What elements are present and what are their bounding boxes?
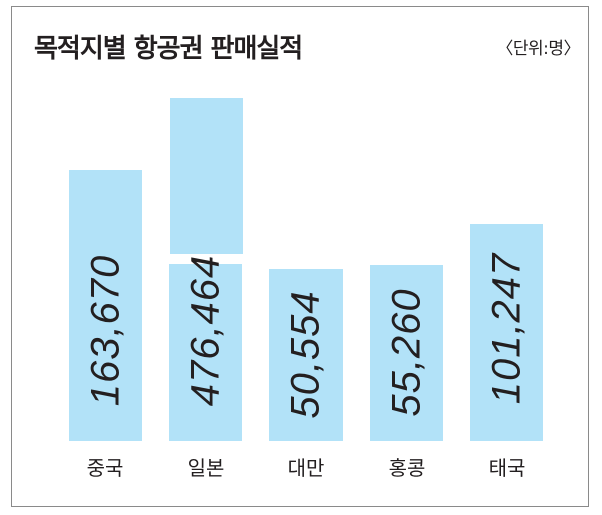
unit-label: 〈단위:명〉 <box>496 39 580 59</box>
bar-hongkong <box>370 265 443 441</box>
bar-taiwan <box>269 269 343 441</box>
category-label-hongkong: 홍콩 <box>388 456 426 480</box>
category-label-china: 중국 <box>86 456 124 480</box>
category-label-taiwan: 대만 <box>287 456 325 480</box>
bar-thailand <box>470 224 543 441</box>
bar-value-china: 163,670 <box>83 254 128 407</box>
category-label-thailand: 태국 <box>488 456 526 480</box>
bar-value-hongkong: 55,260 <box>384 288 429 417</box>
bar-china <box>69 170 142 441</box>
bar-japan-top <box>170 98 243 254</box>
bar-value-thailand: 101,247 <box>484 252 529 405</box>
bar-value-taiwan: 50,554 <box>283 290 328 419</box>
chart-title: 목적지별 항공권 판매실적 <box>34 34 303 64</box>
bar-value-japan: 476,464 <box>183 254 228 407</box>
bar-japan-bottom <box>169 264 242 441</box>
category-label-japan: 일본 <box>187 456 225 480</box>
